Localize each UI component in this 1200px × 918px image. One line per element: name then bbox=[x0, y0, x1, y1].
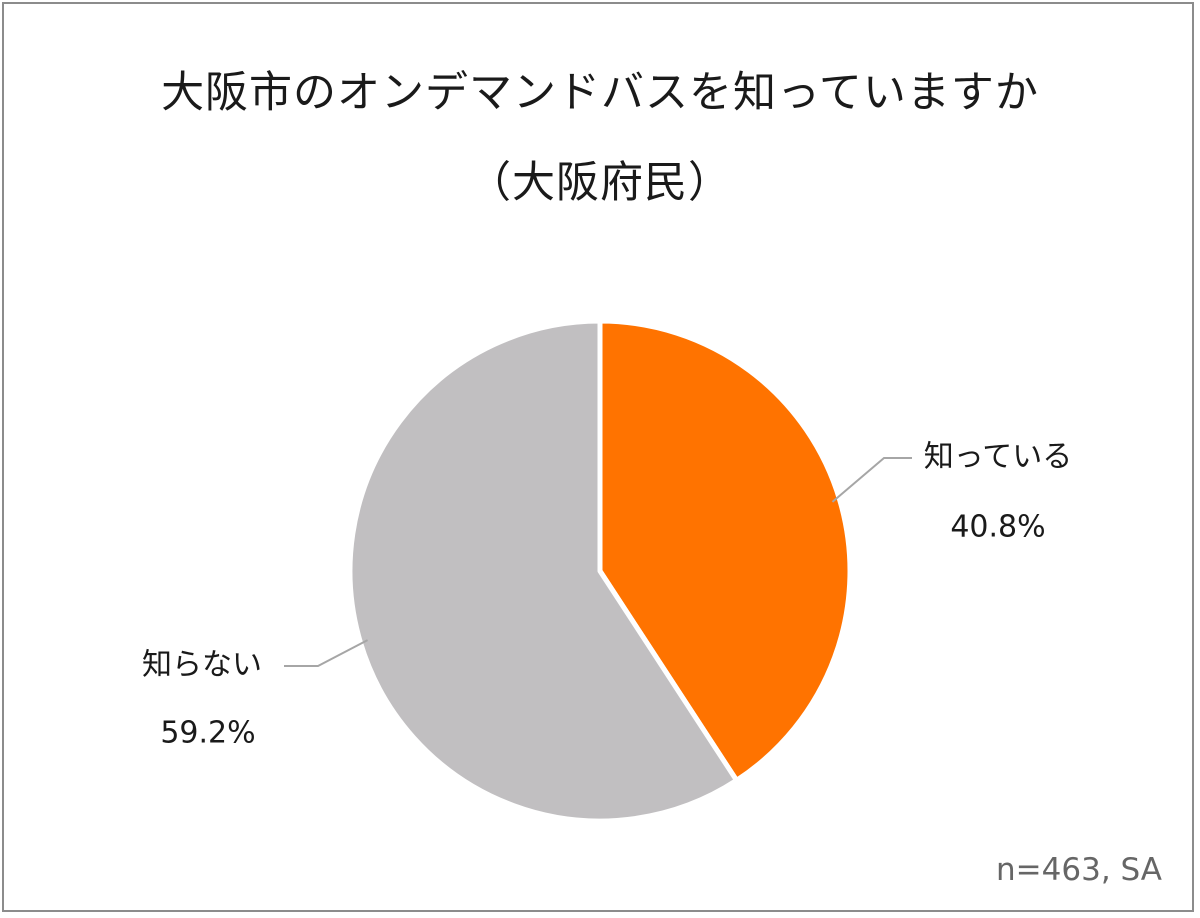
pie-slices bbox=[347, 318, 853, 824]
leader-line-0 bbox=[831, 457, 912, 503]
chart-title: 大阪市のオンデマンドバスを知っていますか bbox=[161, 68, 1039, 118]
pie-labels: 知っている 40.8% 知らない 59.2% bbox=[142, 440, 1072, 751]
slice-value-label-1: 59.2% bbox=[160, 716, 255, 751]
pie-slice-1 bbox=[347, 318, 740, 824]
slice-name-label-0: 知っている bbox=[924, 440, 1073, 475]
chart-subtitle: （大阪府民） bbox=[468, 158, 732, 208]
leader-line-1 bbox=[284, 639, 369, 667]
slice-value-label-0: 40.8% bbox=[950, 510, 1045, 545]
sample-note: n=463, SA bbox=[996, 852, 1162, 888]
slice-name-label-1: 知らない bbox=[142, 648, 262, 683]
